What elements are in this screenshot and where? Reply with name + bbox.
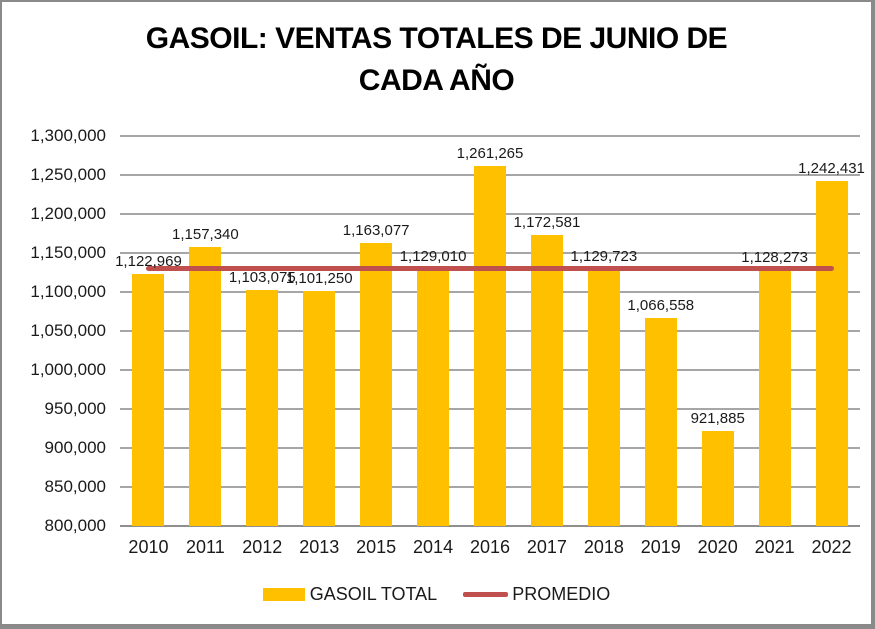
x-tick-label-2017: 2017 [526,537,567,557]
data-label-2020: 921,885 [690,409,745,427]
bar-2015[interactable] [360,242,393,526]
y-tick-label-950000: 950,000 [44,399,106,418]
x-tick-label-2015: 2015 [356,537,397,557]
data-label-2019: 1,066,558 [627,297,695,315]
data-label-2013: 1,101,250 [285,270,353,288]
data-label-2010: 1,122,969 [115,253,182,271]
chart-title-line-1: GASOIL: VENTAS TOTALES DE JUNIO DE [145,22,728,55]
legend-label-promedio: PROMEDIO [512,584,611,604]
data-label-2014: 1,129,010 [399,248,467,266]
data-label-2018: 1,129,723 [570,247,638,265]
x-tick-label-2022: 2022 [811,537,852,557]
bar-2012[interactable] [246,289,279,526]
chart-title: GASOIL: VENTAS TOTALES DE JUNIO DE CADA … [2,18,871,102]
y-tick-label-1000000: 1,000,000 [30,360,106,379]
x-tick-label-2014: 2014 [413,537,454,557]
y-tick-label-800000: 800,000 [44,516,106,535]
bar-2022[interactable] [815,180,848,526]
data-label-2012: 1,103,075 [228,268,296,286]
data-label-2017: 1,172,581 [513,214,581,232]
legend-swatch-gasoil-total [262,588,305,601]
bar-2021[interactable] [758,269,791,526]
bar-2016[interactable] [474,166,506,526]
data-label-2015: 1,163,077 [342,221,410,239]
data-label-2022: 1,242,431 [798,159,865,177]
bar-2013[interactable] [303,291,336,526]
plot-area: 1,122,969 1,157,340 1,103,075 1,101,250 1,16… [115,135,865,527]
y-tick-label-1300000: 1,300,000 [30,126,106,145]
x-tick-label-2016: 2016 [469,537,511,557]
legend-item-promedio[interactable]: PROMEDIO [463,584,610,605]
x-tick-label-2012: 2012 [242,537,283,557]
bar-2017[interactable] [530,235,563,526]
legend: GASOIL TOTAL PROMEDIO [2,584,871,605]
y-tick-label-1100000: 1,100,000 [30,282,106,301]
x-tick-label-2010: 2010 [128,537,169,557]
promedio-line[interactable] [146,265,834,271]
y-tick-label-1050000: 1,050,000 [30,321,106,340]
gridline-1300000 [120,135,860,137]
bar-2014[interactable] [417,269,450,526]
data-label-2016: 1,261,265 [456,145,524,163]
gridline-800000 [120,525,860,527]
y-tick-label-850000: 850,000 [44,477,106,496]
bar-2020[interactable] [701,430,734,526]
bar-2019[interactable] [644,318,677,526]
chart-title-line-2: CADA AÑO [358,64,515,97]
x-tick-label-2018: 2018 [583,537,624,557]
x-tick-label-2019: 2019 [640,537,681,557]
y-tick-label-1250000: 1,250,000 [30,165,106,184]
x-tick-label-2013: 2013 [299,537,340,557]
y-tick-label-900000: 900,000 [44,438,106,457]
bar-2011[interactable] [189,247,222,526]
legend-item-gasoil-total[interactable]: GASOIL TOTAL [262,584,438,605]
y-tick-label-1200000: 1,200,000 [30,204,106,223]
x-tick-label-2011: 2011 [186,537,225,557]
legend-label-gasoil-total: GASOIL TOTAL [309,584,438,604]
legend-swatch-promedio [463,592,509,597]
x-tick-label-2021: 2021 [754,537,795,557]
y-tick-label-1150000: 1,150,000 [30,243,106,262]
data-label-2011: 1,157,340 [172,226,239,244]
x-tick-label-2020: 2020 [697,537,738,557]
bar-2010[interactable] [132,274,165,526]
data-label-2021: 1,128,273 [741,248,808,266]
bar-2018[interactable] [587,268,620,526]
